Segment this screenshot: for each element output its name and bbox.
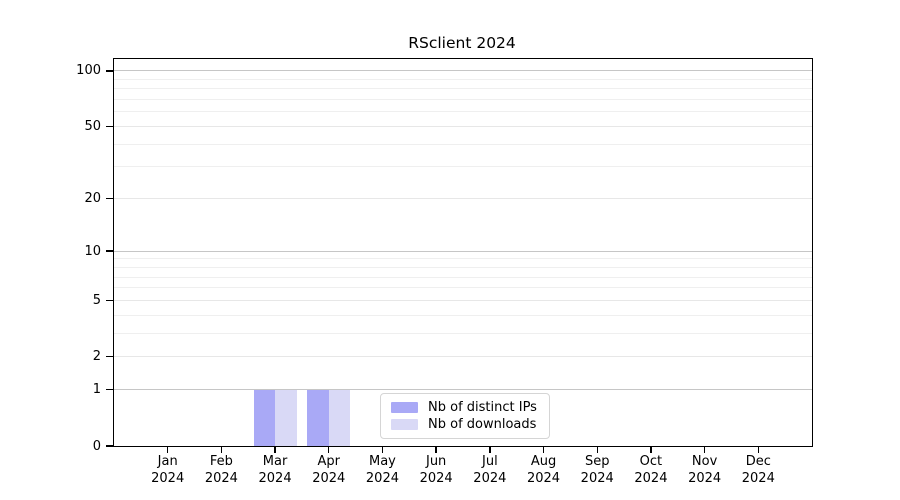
x-axis-label-month: Nov [691, 454, 718, 469]
x-axis-label: Jan 2024 [136, 453, 200, 487]
x-axis-tick [328, 446, 330, 453]
gridline-minor [114, 287, 812, 289]
y-axis-tick [106, 299, 113, 302]
x-axis-label-month: Jul [482, 454, 498, 469]
x-axis-label: Aug 2024 [512, 453, 576, 487]
x-axis-label: Feb 2024 [189, 453, 253, 487]
gridline-minor [114, 276, 812, 278]
x-axis-label-year: 2024 [580, 471, 614, 486]
x-axis-tick [274, 446, 276, 453]
legend-item-downloads: Nb of downloads [391, 417, 537, 432]
x-axis-label-month: Mar [262, 454, 288, 469]
plot-area: Nb of distinct IPs Nb of downloads 0 1 2 5 1… [76, 58, 813, 486]
legend: Nb of distinct IPs Nb of downloads [380, 393, 550, 439]
x-axis-tick [650, 446, 652, 453]
x-axis-label-year: 2024 [365, 471, 399, 486]
x-axis-label-year: 2024 [526, 471, 561, 486]
x-axis-tick [381, 446, 384, 453]
x-axis-label: May 2024 [350, 453, 414, 487]
x-axis-label-year: 2024 [419, 471, 453, 486]
legend-label-distinct-ips: Nb of distinct IPs [428, 400, 537, 415]
x-axis-tick [596, 446, 598, 453]
bar-distinct-ips-apr [307, 389, 329, 446]
x-axis-label-year: 2024 [312, 471, 346, 486]
x-axis-tick [435, 446, 437, 453]
gridline-mid [114, 356, 812, 358]
x-axis-label: Nov 2024 [673, 453, 737, 487]
gridline-minor [114, 78, 812, 80]
gridline-minor [114, 332, 812, 334]
gridline-minor [114, 111, 812, 113]
x-axis-tick [489, 446, 491, 453]
x-axis-label: Mar 2024 [243, 453, 307, 487]
gridline-minor [114, 99, 812, 101]
y-axis-tick [106, 70, 113, 72]
x-axis-tick [757, 446, 759, 453]
gridline-major [114, 389, 812, 391]
gridline-major [114, 250, 812, 252]
bar-distinct-ips-mar [253, 389, 276, 446]
y-axis-label: 20 [84, 191, 101, 207]
chart-title: RSclient 2024 [408, 34, 516, 52]
x-axis-label-month: May [369, 454, 396, 469]
gridline-minor [114, 266, 812, 268]
x-axis-label-year: 2024 [741, 471, 775, 486]
x-axis-label-month: Jan [157, 454, 178, 469]
x-axis-label-month: Dec [745, 454, 771, 469]
x-axis-label-year: 2024 [688, 471, 722, 486]
x-axis-label-month: Feb [209, 454, 233, 469]
gridline-minor [114, 143, 812, 145]
x-axis-label-month: Apr [317, 454, 341, 469]
y-axis-tick [106, 125, 113, 128]
gridline-minor [114, 314, 812, 316]
gridline-minor [114, 258, 812, 260]
x-axis-tick [166, 446, 169, 453]
x-axis-label-year: 2024 [151, 471, 185, 486]
x-axis-label-month: Sep [584, 454, 610, 469]
legend-swatch-distinct-ips [391, 402, 418, 413]
bar-downloads-apr [328, 389, 351, 446]
y-axis-label: 1 [92, 382, 101, 398]
legend-label-downloads: Nb of downloads [428, 417, 537, 432]
y-axis-label: 10 [84, 243, 101, 259]
x-axis-label: Dec 2024 [726, 453, 790, 487]
x-axis-tick [703, 446, 706, 453]
y-axis-label: 0 [92, 438, 101, 454]
x-axis-label: Sep 2024 [565, 453, 629, 487]
y-axis-label: 50 [84, 118, 101, 134]
y-axis-tick [106, 197, 113, 200]
legend-swatch-downloads [391, 419, 418, 430]
y-axis-label: 2 [92, 349, 101, 365]
gridline-mid [114, 125, 812, 127]
gridline-major [114, 70, 812, 72]
x-axis-label: Jul 2024 [458, 453, 522, 487]
x-axis-label-year: 2024 [473, 471, 507, 486]
x-axis-label-year: 2024 [204, 471, 238, 486]
x-axis-label: Oct 2024 [619, 453, 683, 487]
x-axis-label-month: Oct [639, 454, 663, 469]
bar-downloads-mar [275, 389, 297, 446]
x-axis-tick [542, 446, 545, 453]
x-axis-label-year: 2024 [634, 471, 668, 486]
y-axis-tick [106, 356, 113, 358]
y-axis-tick [106, 250, 113, 252]
gridline-mid [114, 198, 812, 200]
y-axis-label: 100 [76, 63, 101, 79]
x-axis-tick [220, 446, 223, 453]
y-axis-tick [106, 388, 113, 391]
gridline-minor [114, 166, 812, 168]
gridline-mid [114, 299, 812, 301]
x-axis-label: Apr 2024 [297, 453, 361, 487]
x-axis-label-month: Jun [425, 454, 447, 469]
x-axis-label-month: Aug [530, 454, 557, 469]
gridline-minor [114, 88, 812, 90]
y-axis-label: 5 [92, 292, 101, 308]
x-axis-label-year: 2024 [258, 471, 292, 486]
x-axis-label: Jun 2024 [404, 453, 468, 487]
legend-item-distinct-ips: Nb of distinct IPs [391, 400, 537, 415]
y-axis-tick [106, 445, 113, 447]
